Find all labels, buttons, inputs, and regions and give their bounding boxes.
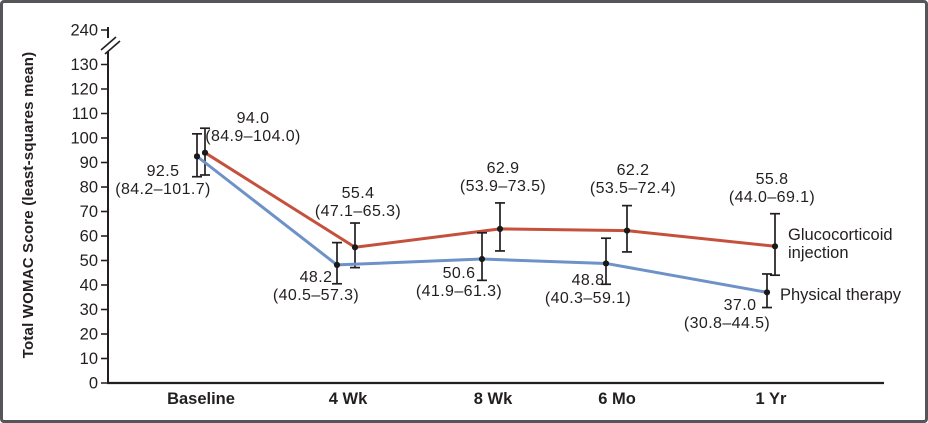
point-label-physical-therapy: 92.5	[147, 163, 180, 180]
y-tick-label: 100	[70, 130, 98, 148]
data-point-glucocorticoid	[351, 244, 359, 251]
y-tick-label: 10	[80, 350, 98, 368]
y-tick-label: 20	[80, 326, 98, 344]
y-tick-label: 50	[80, 252, 98, 270]
x-category-label: 6 Mo	[598, 390, 636, 408]
data-point-glucocorticoid	[771, 243, 779, 250]
x-category-label: 4 Wk	[329, 390, 368, 408]
y-tick-label: 90	[80, 154, 98, 172]
point-label-glucocorticoid: 55.4	[342, 185, 375, 202]
y-tick-label: 130	[70, 56, 98, 74]
data-point-physical-therapy	[333, 261, 341, 269]
point-label-glucocorticoid: (53.9–73.5)	[460, 178, 546, 195]
y-tick-label: 60	[80, 228, 98, 246]
data-point-physical-therapy	[478, 255, 486, 263]
point-label-glucocorticoid: (53.5–72.4)	[590, 180, 676, 197]
data-point-glucocorticoid	[201, 149, 209, 156]
axes: 0 10 20 30 40 50 60 70 80 90 100 110 120 130 240 Baseli…	[70, 22, 884, 408]
x-category-label: Baseline	[167, 390, 235, 408]
point-label-physical-therapy: (84.2–101.7)	[115, 181, 211, 198]
series-physical-therapy: 92.5(84.2–101.7) 48.2(40.5–57.3) 50.6(41.9…	[115, 132, 902, 332]
x-category-label: 1 Yr	[756, 390, 787, 408]
point-label-glucocorticoid: (44.0–69.1)	[729, 189, 815, 206]
y-tick-label: 30	[80, 301, 98, 319]
point-label-physical-therapy: 48.8	[572, 272, 605, 289]
point-label-glucocorticoid: 62.2	[617, 162, 650, 179]
y-tick-label: 70	[80, 203, 98, 221]
data-point-glucocorticoid	[623, 227, 631, 234]
point-label-physical-therapy: (41.9–61.3)	[416, 283, 502, 300]
y-tick-label: 40	[80, 277, 98, 295]
legend-label-glucocorticoid: Glucocorticoid	[788, 226, 893, 244]
point-label-glucocorticoid: 55.8	[756, 171, 789, 188]
point-label-glucocorticoid: (84.9–104.0)	[205, 128, 301, 145]
series-glucocorticoid: 94.0(84.9–104.0) 55.4(47.1–65.3) 62.9(53.9…	[200, 110, 893, 277]
data-point-glucocorticoid	[496, 225, 504, 232]
point-label-glucocorticoid: (47.1–65.3)	[315, 203, 401, 220]
point-label-physical-therapy: (40.3–59.1)	[545, 290, 631, 307]
point-label-physical-therapy: 37.0	[724, 297, 757, 314]
point-label-physical-therapy: 48.2	[300, 269, 333, 286]
y-tick-label-240: 240	[70, 22, 98, 40]
y-axis-title: Total WOMAC Score (least-squares mean)	[20, 52, 37, 359]
x-category-label: 8 Wk	[474, 390, 513, 408]
point-label-physical-therapy: (40.5–57.3)	[273, 287, 359, 304]
y-tick-label: 80	[80, 179, 98, 197]
y-tick-label: 110	[72, 105, 98, 123]
y-tick-label: 120	[70, 81, 98, 99]
legend-label-physical-therapy: Physical therapy	[780, 286, 902, 304]
y-tick-label: 0	[89, 375, 98, 393]
legend-label-glucocorticoid: injection	[788, 244, 849, 262]
point-label-physical-therapy: 50.6	[443, 265, 476, 282]
data-point-physical-therapy	[763, 289, 771, 296]
point-label-glucocorticoid: 62.9	[487, 160, 520, 177]
point-label-glucocorticoid: 94.0	[237, 110, 270, 127]
axis-break-slash	[104, 40, 121, 55]
data-point-physical-therapy	[193, 153, 201, 160]
axis-break-slash	[100, 36, 117, 51]
point-label-physical-therapy: (30.8–44.5)	[684, 315, 770, 332]
data-point-physical-therapy	[602, 260, 610, 267]
